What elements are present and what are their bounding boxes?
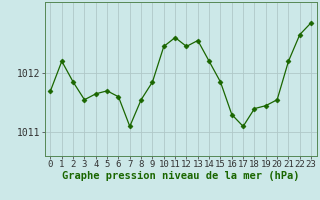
X-axis label: Graphe pression niveau de la mer (hPa): Graphe pression niveau de la mer (hPa) bbox=[62, 171, 300, 181]
